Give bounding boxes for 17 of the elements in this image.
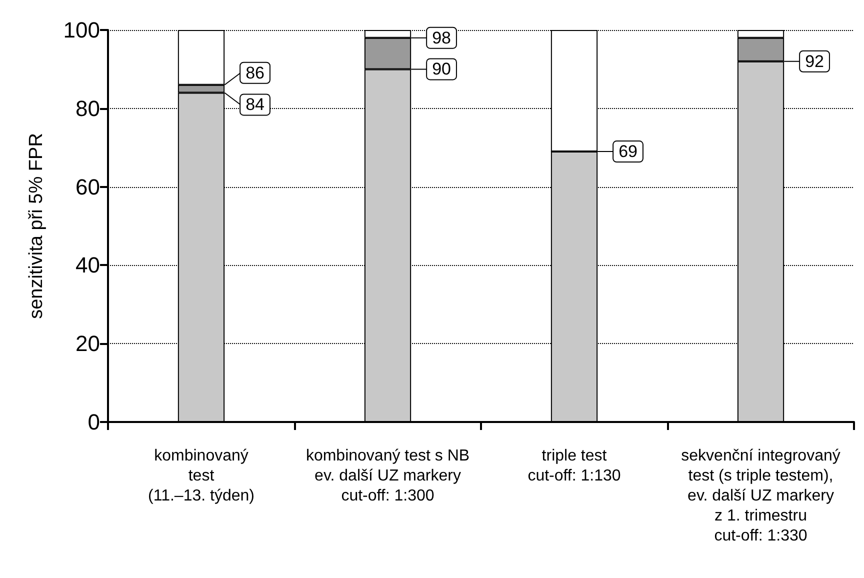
y-tick-label: 100 <box>63 18 100 42</box>
annotation: 84 <box>246 95 264 114</box>
y-tick-label: 20 <box>76 331 100 356</box>
annotation: 86 <box>246 63 264 82</box>
x-tick-label: triple test cut-off: 1:130 <box>528 448 621 484</box>
y-tick-label: 40 <box>76 252 100 278</box>
annotation: 90 <box>432 60 451 79</box>
y-tick-label: 80 <box>76 96 100 121</box>
annotation: 69 <box>618 142 638 162</box>
x-tick-label: kombinovaný test (11.–13. týden) <box>148 448 254 504</box>
annotation: 98 <box>432 28 451 48</box>
x-tick-label: sekvenční integrovaný test (s triple testem), ev. další UZ markery z 1. trimestru cut-off: 1:330 <box>681 448 840 544</box>
annotation: 92 <box>805 52 824 71</box>
y-axis-title: senzitivita při 5% FPR <box>26 133 47 319</box>
x-tick-label: kombinovaný test s NB ev. další UZ markery cut-off: 1:300 <box>306 448 470 504</box>
y-tick-label: 0 <box>88 410 100 434</box>
y-tick-label: 60 <box>76 174 100 200</box>
